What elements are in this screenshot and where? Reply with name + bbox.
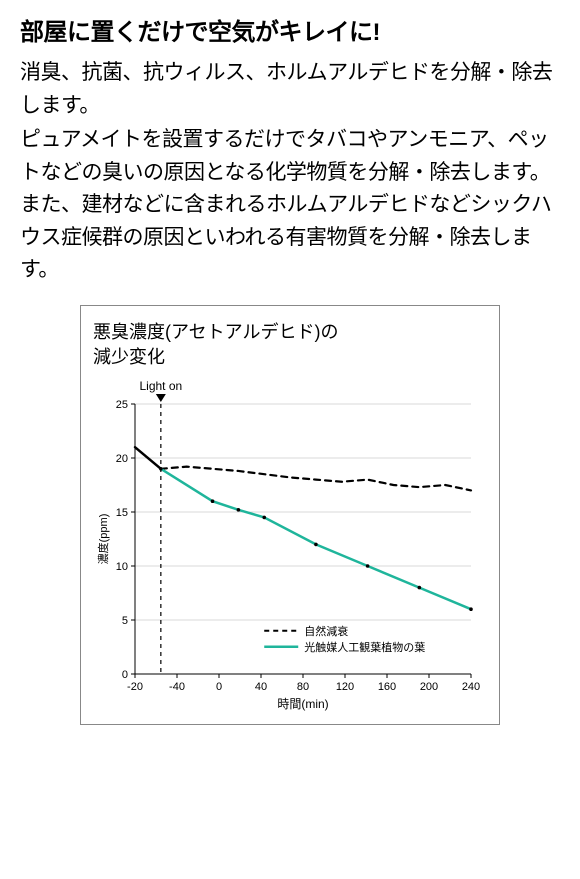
svg-text:濃度(ppm): 濃度(ppm) — [96, 514, 110, 565]
svg-text:10: 10 — [116, 561, 128, 573]
svg-text:0: 0 — [216, 681, 222, 693]
subheading-text: 消臭、抗菌、抗ウィルス、ホルムアルデヒドを分解・除去します。 — [20, 57, 560, 122]
svg-text:160: 160 — [378, 681, 396, 693]
chart-svg-wrap: 0 5 10 15 20 25 -20 -40 0 40 80 120 160 200 240 Light o… — [93, 374, 487, 714]
svg-text:40: 40 — [255, 681, 267, 693]
chart-panel: 悪臭濃度(アセトアルデヒド)の 減少変化 0 5 10 15 20 25 -20 -40 0 40… — [80, 305, 500, 725]
body-text: ピュアメイトを設置するだけでタバコやアンモニア、ペットなどの臭いの原因となる化学… — [20, 124, 560, 287]
page-heading: 部屋に置くだけで空気がキレイに! — [20, 12, 560, 47]
line-chart: 0 5 10 15 20 25 -20 -40 0 40 80 120 160 200 240 Light o… — [93, 374, 483, 714]
chart-title-line1: 悪臭濃度(アセトアルデヒド)の — [93, 322, 338, 342]
svg-text:20: 20 — [116, 453, 128, 465]
svg-text:-40: -40 — [169, 681, 185, 693]
chart-title: 悪臭濃度(アセトアルデヒド)の 減少変化 — [93, 320, 487, 370]
svg-text:200: 200 — [420, 681, 438, 693]
svg-text:時間(min): 時間(min) — [277, 697, 328, 711]
svg-text:自然減衰: 自然減衰 — [304, 624, 348, 638]
svg-text:0: 0 — [122, 669, 128, 681]
svg-text:Light on: Light on — [139, 379, 182, 393]
svg-text:15: 15 — [116, 507, 128, 519]
svg-text:25: 25 — [116, 399, 128, 411]
svg-text:5: 5 — [122, 615, 128, 627]
chart-title-line2: 減少変化 — [93, 347, 165, 367]
svg-text:-20: -20 — [127, 681, 143, 693]
svg-text:240: 240 — [462, 681, 480, 693]
svg-text:光触媒人工観葉植物の葉: 光触媒人工観葉植物の葉 — [304, 640, 425, 654]
svg-text:120: 120 — [336, 681, 354, 693]
svg-text:80: 80 — [297, 681, 309, 693]
